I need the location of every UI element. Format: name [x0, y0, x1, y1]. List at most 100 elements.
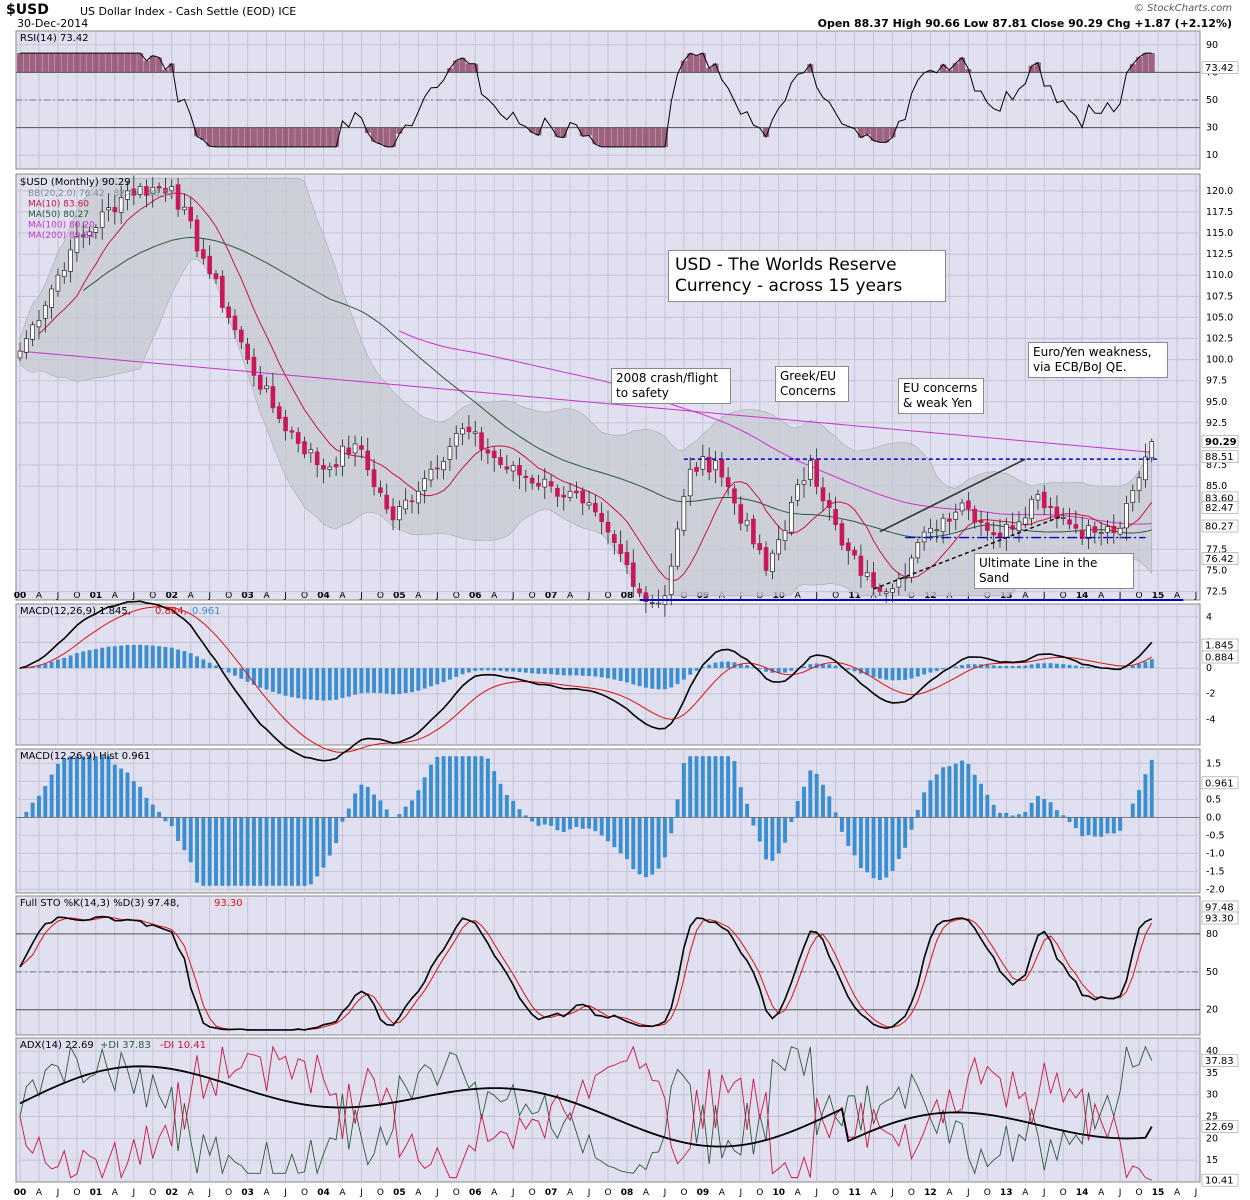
x-tick-label-price: 11 — [848, 591, 861, 601]
x-tick-label: J — [814, 1188, 818, 1198]
x-tick-label: O — [1060, 1188, 1067, 1198]
adx-title-plus: +DI 37.83 — [100, 1040, 151, 1051]
x-tick-label: A — [263, 1188, 270, 1198]
x-tick-label: J — [1042, 1188, 1046, 1198]
macd-bar — [93, 649, 98, 669]
x-tick-label-price: J — [814, 591, 818, 601]
candle — [890, 588, 895, 593]
x-tick-label: A — [36, 1188, 43, 1198]
hist-bar — [49, 774, 54, 818]
candle — [593, 502, 598, 513]
hist-bar — [764, 817, 769, 860]
candle — [333, 464, 339, 468]
hist-bar — [422, 777, 427, 818]
candle — [814, 459, 819, 487]
x-tick-label-price: J — [207, 591, 211, 601]
hist-bar — [30, 802, 35, 818]
sto-title-d: 93.30 — [214, 898, 243, 909]
macd-bar — [909, 668, 914, 679]
candle — [555, 487, 560, 497]
hist-bar — [1042, 799, 1047, 818]
macd-bar — [1017, 665, 1021, 669]
candle — [1060, 517, 1066, 519]
hist-bar — [435, 756, 440, 818]
adx-last-label: 37.83 — [1205, 1056, 1234, 1067]
candle — [17, 350, 23, 359]
macd-bar — [972, 664, 977, 669]
candle — [61, 270, 67, 278]
candle — [706, 456, 712, 473]
price-legend-item: MA(50) 80.27 — [28, 210, 89, 220]
candle — [852, 549, 857, 556]
macd-bar — [258, 668, 263, 688]
candle — [1130, 490, 1136, 503]
hist-bar — [555, 817, 560, 831]
macd-bar — [150, 645, 155, 669]
macd-bar — [1130, 665, 1135, 669]
ma50-line — [82, 236, 1152, 538]
macd-bar — [55, 659, 60, 669]
hist-bar — [283, 817, 288, 886]
macd-bar — [827, 664, 832, 669]
candle — [422, 478, 427, 491]
hist-bar — [808, 770, 813, 818]
candle — [864, 572, 870, 577]
hist-bar — [296, 817, 301, 886]
x-tick-label: 03 — [241, 1188, 254, 1198]
candle — [466, 426, 472, 433]
y-tick-label: 50 — [1206, 95, 1218, 106]
hist-bar — [157, 811, 162, 818]
x-tick-label: J — [1194, 1188, 1198, 1198]
plus-di-line — [19, 1045, 1153, 1176]
x-tick-label: 13 — [1000, 1188, 1013, 1198]
y-tick-label: 30 — [1206, 1090, 1218, 1101]
x-tick-label: O — [756, 1188, 763, 1198]
x-tick-label-price: O — [604, 591, 611, 601]
hist-bar — [359, 784, 364, 818]
y-tick-label: 0.0 — [1206, 812, 1221, 823]
hist-bar — [220, 817, 225, 886]
candle — [125, 190, 130, 200]
candle — [915, 542, 921, 559]
x-tick-label: J — [56, 1188, 60, 1198]
x-tick-label-price: A — [1174, 591, 1181, 601]
macd-bar — [802, 666, 806, 669]
y-tick-label: 95.0 — [1206, 397, 1227, 408]
candle — [308, 449, 314, 454]
candle — [947, 518, 952, 522]
y-tick-label: 87.5 — [1206, 460, 1227, 471]
hist-bar — [1048, 802, 1053, 818]
macd-bar — [618, 668, 623, 681]
candle — [1086, 525, 1091, 539]
candle — [681, 496, 687, 531]
y-tick-label: -1.5 — [1206, 866, 1225, 877]
candle — [238, 329, 244, 343]
x-tick-label-price: J — [56, 591, 60, 601]
x-tick-label: J — [663, 1188, 667, 1198]
candle — [270, 386, 276, 409]
candle — [220, 275, 225, 308]
hist-bar — [745, 803, 750, 818]
hist-bar — [233, 817, 237, 886]
x-tick-label-price: J — [283, 591, 287, 601]
candle — [403, 499, 408, 510]
annotation-crash: 2008 crash/flight to safety — [611, 368, 731, 404]
y-tick-label: -4 — [1206, 714, 1215, 725]
macd-bar — [1149, 659, 1154, 669]
macd-bar — [334, 668, 339, 700]
x-tick-label-price: J — [511, 591, 515, 601]
candle — [321, 465, 326, 470]
macd-bar — [580, 668, 585, 676]
ma100-line — [399, 330, 1152, 525]
x-tick-label: 11 — [848, 1188, 861, 1198]
candle — [599, 512, 604, 522]
annotation-euro-yen: Euro/Yen weakness, via ECB/BoJ QE. — [1028, 342, 1168, 378]
trend-line-upper — [879, 458, 1026, 533]
macd-bar — [606, 668, 610, 679]
hist-bar — [523, 815, 528, 818]
macd-bar — [188, 653, 193, 669]
y-tick-label: 15 — [1206, 1155, 1218, 1166]
hist-bar — [928, 780, 933, 818]
hist-bar — [466, 756, 471, 818]
candle — [194, 219, 200, 252]
